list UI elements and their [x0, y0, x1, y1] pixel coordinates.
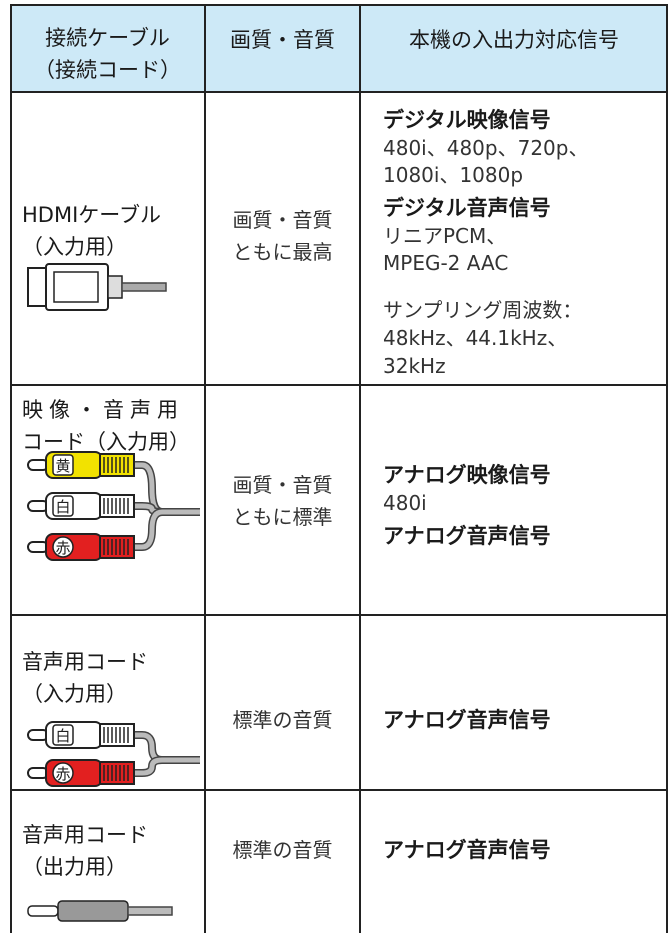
plug-label-box [52, 536, 74, 558]
plug-tip [27, 905, 59, 917]
signal-detail: MPEG-2 AAC [383, 251, 509, 275]
plug-label-box [52, 762, 74, 784]
plug-label: 黄 [55, 457, 70, 475]
cable [134, 509, 200, 550]
quality-text: 画質・音質 [232, 208, 333, 232]
cable [134, 757, 200, 776]
plug-label-box [52, 724, 74, 746]
rca-plug: 白 [27, 721, 135, 749]
quality-text: ともに標準 [232, 505, 333, 529]
plug-label: 赤 [55, 539, 70, 557]
note-text: 48kHz、44.1kHz、 [383, 326, 568, 350]
signal-detail: 1080i、1080p [383, 163, 524, 187]
cable [121, 282, 167, 292]
cable-name: 音声用コード [22, 823, 148, 847]
quality-text: 標準の音質 [232, 708, 333, 732]
rca-plug: 黄 [27, 451, 135, 479]
note-text: サンプリング周波数： [383, 298, 583, 322]
cable-name: 音声用コード [22, 650, 148, 674]
plug-label: 白 [55, 498, 70, 516]
plug-label: 白 [55, 727, 70, 745]
signal-heading: デジタル音声信号 [383, 196, 551, 220]
cable-name: （出力用） [22, 855, 127, 879]
rca-plug: 赤 [27, 759, 135, 787]
header-text: 画質・音質 [230, 28, 335, 52]
header-background [10, 5, 668, 92]
rca-plug: 白 [27, 492, 135, 520]
plug-grip [99, 453, 135, 477]
mini-plug [27, 900, 173, 922]
signal-heading: アナログ音声信号 [383, 708, 551, 732]
header-text: 接続ケーブル [45, 26, 170, 50]
signal-detail: 480i、480p、720p、 [383, 136, 589, 160]
signal-detail: 480i [383, 491, 427, 515]
signal-heading: デジタル映像信号 [383, 108, 551, 132]
plug-grip [99, 535, 135, 559]
signal-detail: リニアPCM、 [383, 224, 507, 248]
plug-label-box [52, 454, 74, 476]
header-text: 本機の入出力対応信号 [409, 28, 619, 52]
cable-name: （入力用） [22, 682, 127, 706]
plug-grip [99, 494, 135, 518]
hdmi-tip [27, 267, 47, 307]
cable-outline [134, 508, 200, 551]
cable [127, 906, 173, 916]
plug-body [57, 900, 129, 922]
hdmi-grip [107, 275, 123, 299]
cable-name: （入力用） [22, 235, 127, 259]
plug-label: 赤 [55, 765, 70, 783]
hdmi-plug [27, 263, 167, 311]
quality-text: ともに最高 [232, 240, 333, 264]
plug-grip [99, 723, 135, 747]
plug-label-box [52, 495, 74, 517]
note-text: 32kHz [383, 354, 446, 378]
quality-text: 標準の音質 [232, 838, 333, 862]
rca-plug: 赤 [27, 533, 135, 561]
hdmi-inner [53, 271, 99, 303]
header-text: （接続コード） [34, 58, 181, 82]
plug-grip [99, 761, 135, 785]
signal-heading: アナログ音声信号 [383, 838, 551, 862]
cable-name: 映像・音声用 [22, 398, 184, 422]
cable-name: コード（入力用） [22, 430, 190, 454]
cable-name: HDMIケーブル [22, 203, 162, 227]
signal-heading: アナログ音声信号 [383, 524, 551, 548]
signal-heading: アナログ映像信号 [383, 463, 551, 487]
quality-text: 画質・音質 [232, 473, 333, 497]
